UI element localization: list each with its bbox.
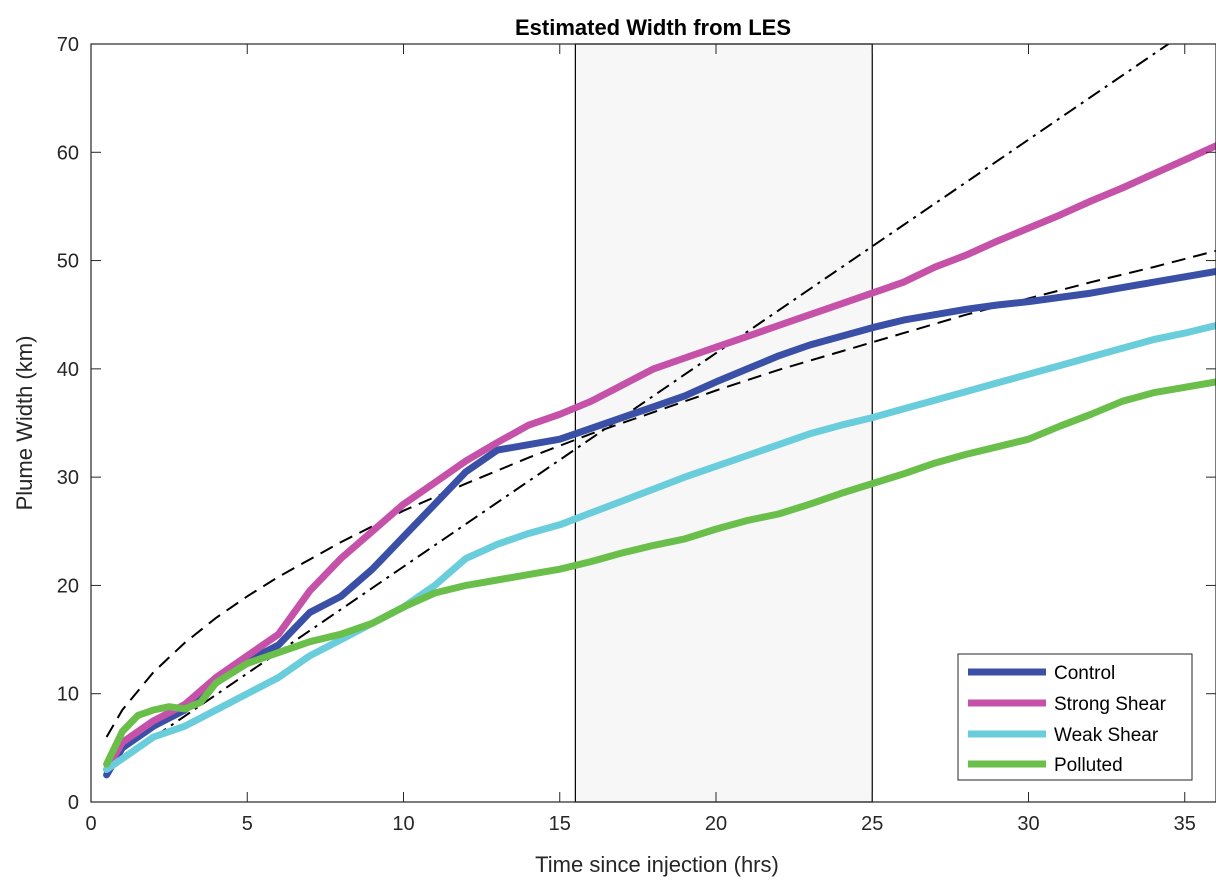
x-tick-label: 35 [1174, 813, 1196, 835]
x-tick-label: 10 [392, 813, 414, 835]
y-tick-label: 30 [57, 467, 79, 489]
legend-label-polluted: Polluted [1054, 755, 1123, 776]
legend-label-weak-shear: Weak Shear [1054, 725, 1159, 746]
y-axis-ticks: 0 10 20 30 40 50 60 70 [57, 34, 1216, 814]
reference-curves [105, 44, 1216, 771]
reference-curve-dash-dot [106, 44, 1171, 771]
y-tick-label: 60 [57, 142, 79, 164]
legend-label-control: Control [1054, 663, 1115, 684]
legend: Control Strong Shear Weak Shear Polluted [957, 653, 1193, 781]
x-tick-label: 15 [549, 813, 571, 835]
x-tick-label: 0 [85, 813, 96, 835]
series-line-strong-shear [103, 142, 1216, 773]
series-line-polluted [103, 378, 1216, 768]
y-tick-label: 40 [57, 359, 79, 381]
series-line-weak-shear [103, 322, 1216, 773]
x-tick-label: 20 [705, 813, 727, 835]
y-tick-label: 0 [68, 792, 79, 814]
x-axis-ticks: 0 5 10 15 20 25 30 35 [85, 44, 1196, 835]
chart-title: Estimated Width from LES [515, 15, 791, 40]
y-tick-label: 10 [57, 684, 79, 706]
x-tick-label: 25 [861, 813, 883, 835]
y-axis-label: Plume Width (km) [12, 336, 37, 511]
shaded-interval [574, 43, 873, 803]
series-lines [103, 142, 1216, 779]
y-tick-label: 20 [57, 575, 79, 597]
legend-label-strong-shear: Strong Shear [1054, 694, 1167, 715]
series-line-control [103, 267, 1216, 779]
x-tick-label: 30 [1017, 813, 1039, 835]
y-tick-label: 70 [57, 34, 79, 56]
plot-frame [90, 43, 1216, 803]
x-tick-label: 5 [242, 813, 253, 835]
reference-curve-dashed [105, 249, 1216, 738]
y-tick-label: 50 [57, 251, 79, 273]
x-axis-label: Time since injection (hrs) [535, 852, 779, 877]
